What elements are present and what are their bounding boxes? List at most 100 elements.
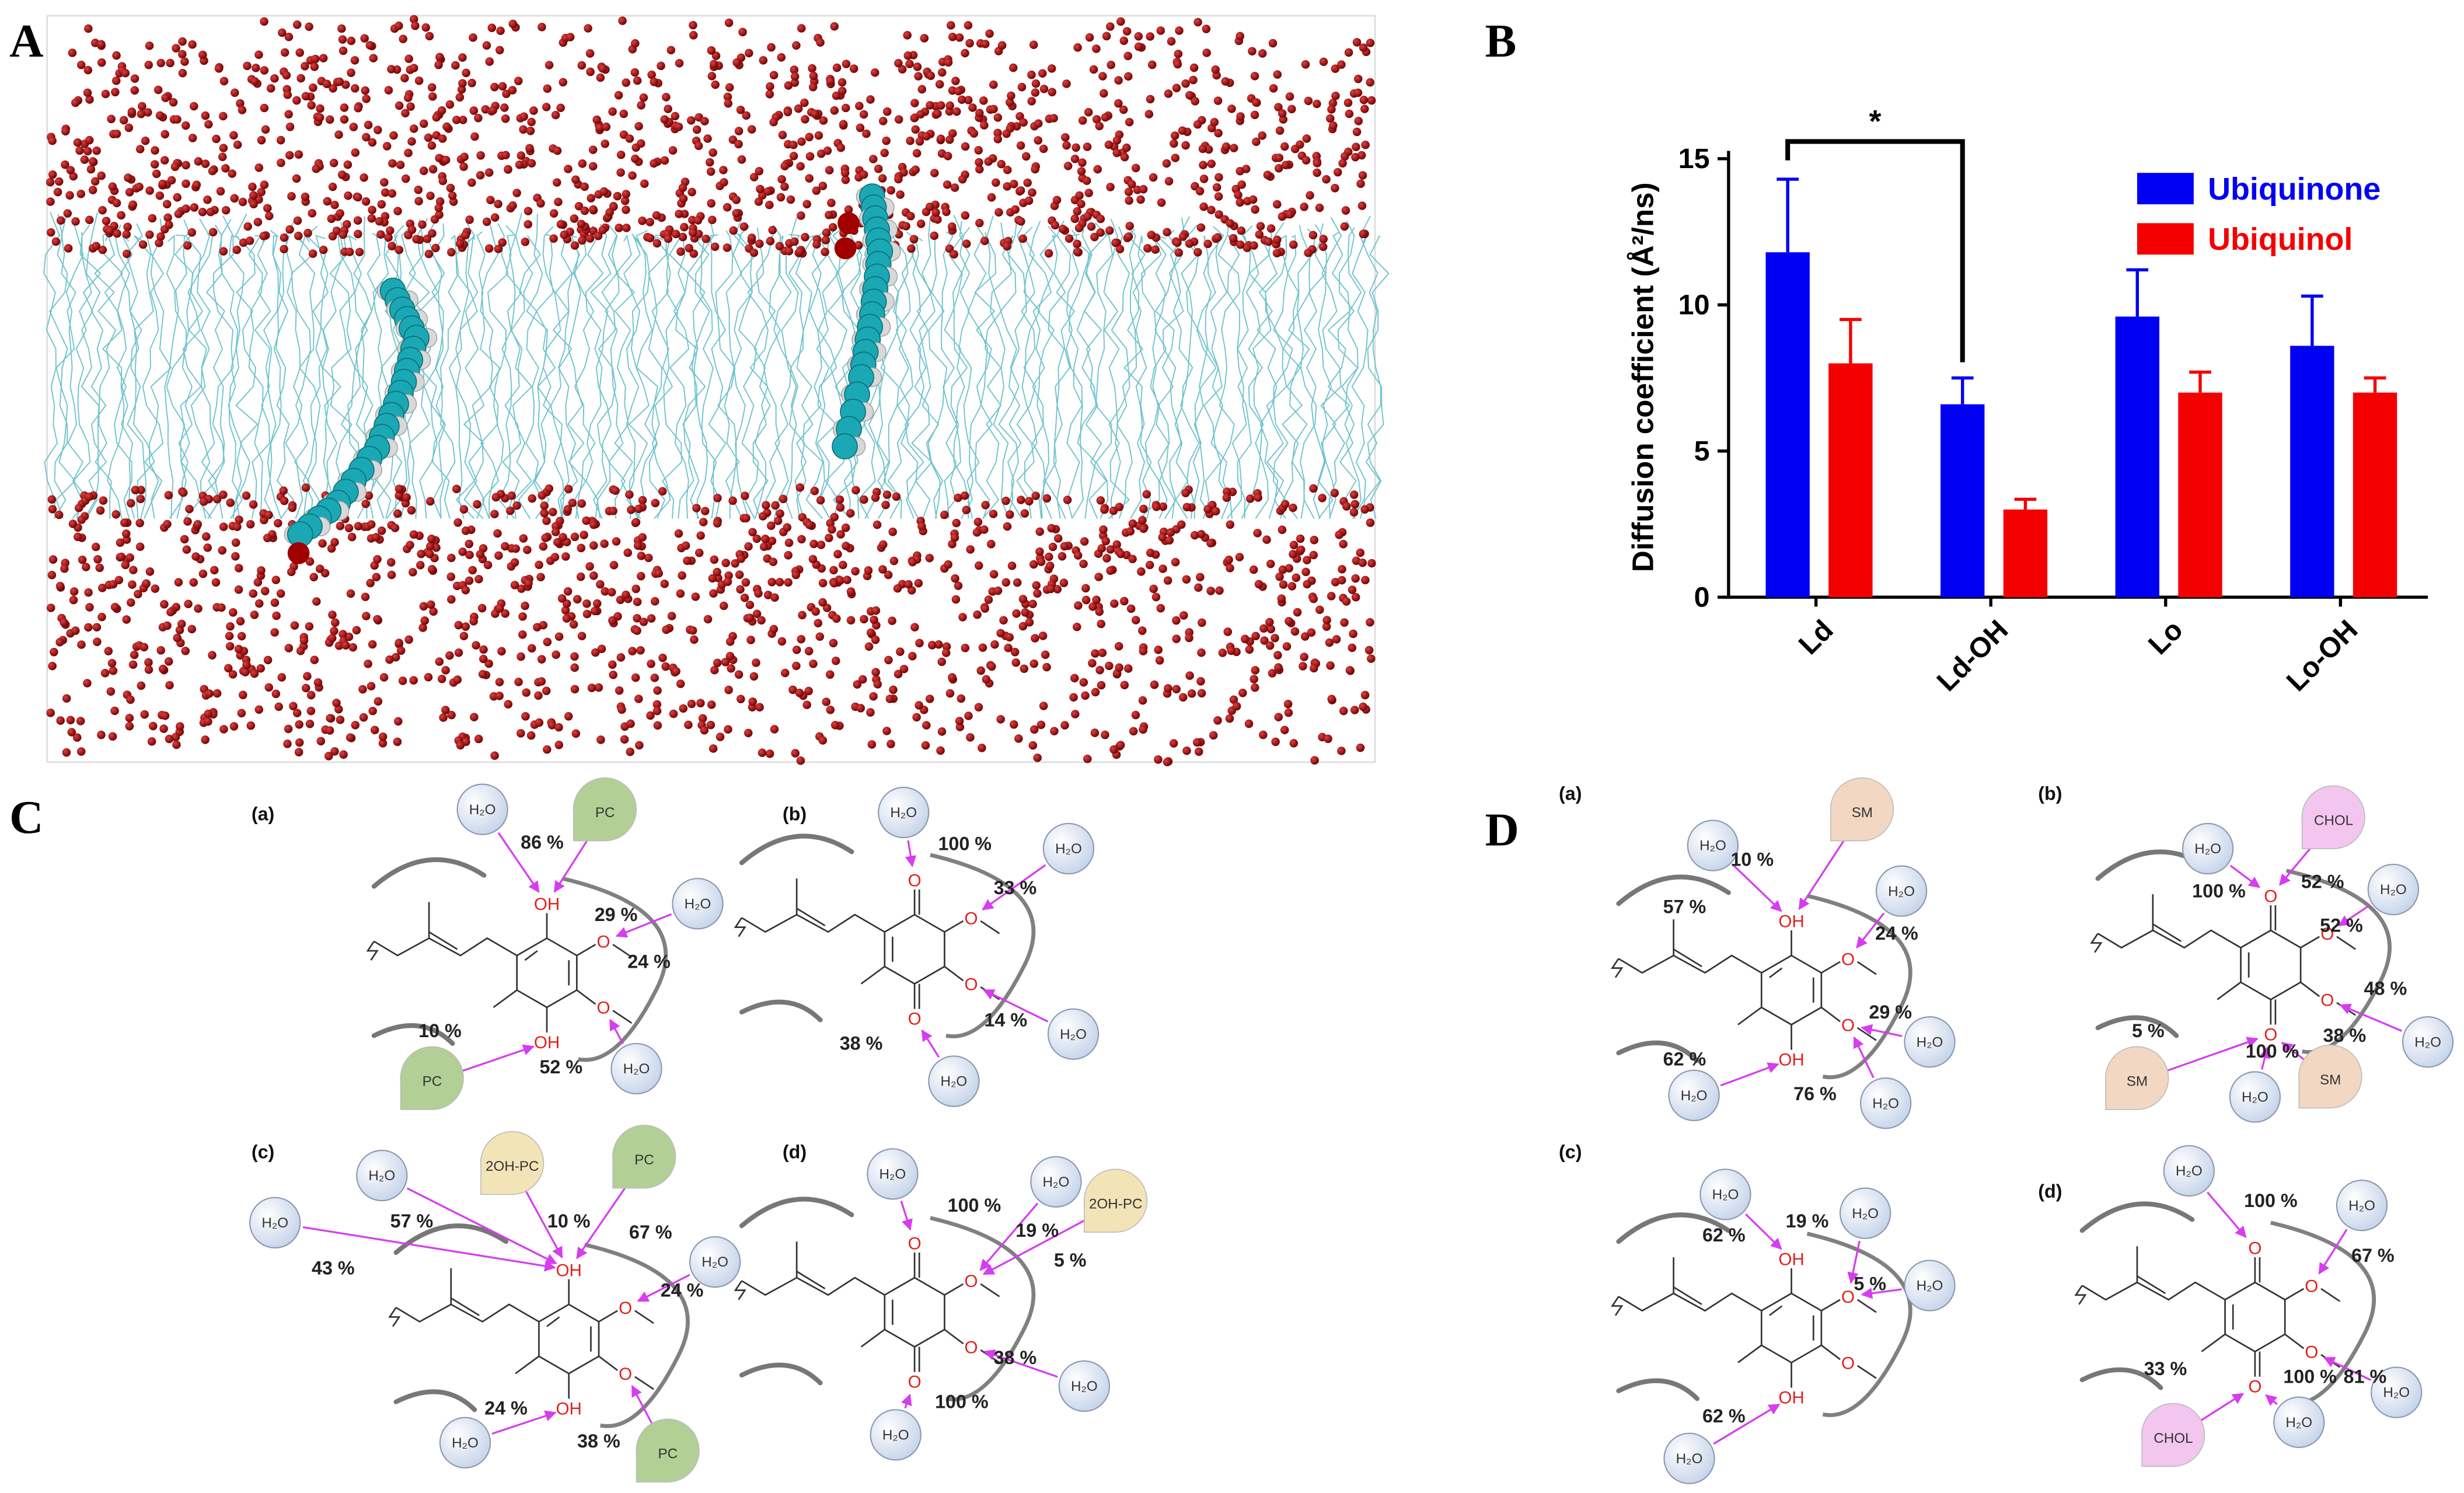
water-molecule xyxy=(975,165,984,174)
bar xyxy=(2353,392,2397,598)
water-molecule xyxy=(1271,737,1280,746)
water-molecule xyxy=(576,572,585,581)
water-molecule xyxy=(566,33,575,41)
water-molecule xyxy=(825,670,835,679)
water-molecule xyxy=(1090,728,1100,737)
water-molecule xyxy=(749,248,759,257)
water-molecule xyxy=(1214,192,1223,201)
water-molecule xyxy=(472,641,480,650)
water-molecule xyxy=(498,82,507,91)
water-molecule xyxy=(1341,152,1349,161)
bond xyxy=(634,1310,654,1324)
water-molecule xyxy=(836,143,846,152)
water-molecule xyxy=(280,233,289,242)
water-molecule xyxy=(407,506,416,515)
water-molecule xyxy=(138,240,148,249)
atom-label: O xyxy=(965,1338,978,1357)
water-molecule xyxy=(1003,522,1012,531)
water-molecule xyxy=(442,122,451,131)
water-bubble xyxy=(2182,822,2234,875)
water-molecule xyxy=(1265,641,1275,650)
percent-label: 24 % xyxy=(661,1279,704,1300)
water-molecule xyxy=(961,48,969,58)
water-molecule xyxy=(598,64,607,73)
water-molecule xyxy=(562,614,571,623)
water-molecule xyxy=(1308,231,1318,240)
water-molecule xyxy=(964,21,973,30)
water-molecule xyxy=(1262,535,1271,544)
water-bubble xyxy=(1042,822,1095,875)
water-molecule xyxy=(1175,26,1184,35)
water-molecule xyxy=(147,737,156,746)
water-molecule xyxy=(973,610,982,619)
lipid-curve xyxy=(562,876,668,1062)
water-molecule xyxy=(674,123,683,131)
water-molecule xyxy=(1273,200,1282,209)
water-molecule xyxy=(362,95,371,103)
water-molecule xyxy=(187,625,197,634)
lipid-tail xyxy=(263,229,279,519)
atom-label: O xyxy=(908,1373,922,1392)
water-molecule xyxy=(734,670,744,679)
water-molecule xyxy=(1029,40,1038,50)
water-molecule xyxy=(1039,702,1048,710)
water-molecule xyxy=(878,174,887,183)
water-molecule xyxy=(246,519,255,529)
water-molecule xyxy=(243,222,252,231)
water-molecule xyxy=(1353,74,1363,83)
water-molecule xyxy=(135,145,145,154)
panel-label: B xyxy=(1485,15,1517,67)
water-molecule xyxy=(1120,153,1129,162)
water-molecule xyxy=(975,218,984,228)
water-molecule xyxy=(1196,529,1206,539)
water-molecule xyxy=(425,32,434,41)
water-molecule xyxy=(1050,727,1059,735)
water-molecule xyxy=(428,229,437,238)
water-molecule xyxy=(310,655,319,664)
water-molecule xyxy=(1125,117,1134,127)
water-molecule xyxy=(469,617,478,626)
water-molecule xyxy=(1139,184,1148,194)
water-molecule xyxy=(1172,685,1181,693)
water-molecule xyxy=(650,674,659,682)
water-molecule xyxy=(284,724,293,734)
water-molecule xyxy=(219,111,228,121)
water-molecule xyxy=(826,705,835,714)
water-molecule xyxy=(1345,666,1355,675)
water-molecule xyxy=(765,749,774,758)
water-molecule xyxy=(1266,224,1276,233)
water-molecule xyxy=(416,561,425,570)
water-molecule xyxy=(732,196,741,204)
water-molecule xyxy=(653,721,662,730)
water-molecule xyxy=(1124,664,1133,673)
water-molecule xyxy=(386,558,396,567)
water-molecule xyxy=(676,247,685,256)
water-molecule xyxy=(1134,42,1143,51)
water-molecule xyxy=(1128,519,1137,528)
water-molecule xyxy=(121,560,130,570)
water-molecule xyxy=(777,637,787,646)
water-molecule xyxy=(1300,653,1308,661)
lipid-tail xyxy=(919,217,941,519)
bubble-label: H₂O xyxy=(1055,841,1082,857)
water-molecule xyxy=(768,225,777,235)
water-molecule xyxy=(596,73,605,82)
water-molecule xyxy=(709,60,718,69)
water-molecule xyxy=(1274,713,1283,721)
water-molecule xyxy=(1338,159,1347,168)
water-molecule xyxy=(705,158,714,167)
water-molecule xyxy=(775,578,784,587)
water-molecule xyxy=(336,209,344,218)
water-molecule xyxy=(270,628,279,637)
water-molecule xyxy=(214,64,224,73)
interaction-arrow xyxy=(1856,912,1885,949)
water-molecule xyxy=(557,594,567,603)
atom-label: O xyxy=(965,909,978,928)
water-molecule xyxy=(1099,525,1108,534)
water-molecule xyxy=(1077,167,1086,176)
water-molecule xyxy=(679,194,688,203)
water-molecule xyxy=(189,578,198,587)
water-molecule xyxy=(951,574,959,583)
water-molecule xyxy=(255,599,264,608)
water-molecule xyxy=(395,484,404,493)
